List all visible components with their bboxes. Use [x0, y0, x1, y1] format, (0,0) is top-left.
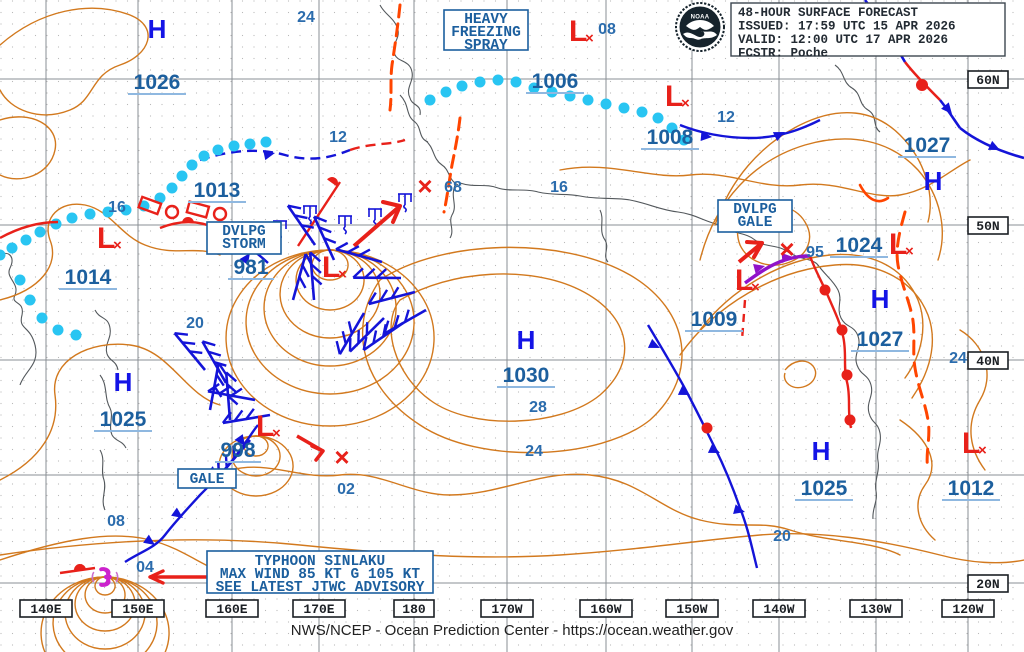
svg-text:1012: 1012 [948, 477, 995, 500]
svg-text:150W: 150W [676, 602, 707, 617]
svg-text:SPRAY: SPRAY [464, 38, 508, 54]
svg-text:02: 02 [337, 481, 355, 498]
svg-text:1006: 1006 [532, 70, 579, 93]
svg-text:140W: 140W [763, 602, 794, 617]
svg-text:68: 68 [444, 179, 462, 196]
svg-text:170W: 170W [491, 602, 522, 617]
svg-text:NOAA: NOAA [691, 15, 710, 21]
svg-text:95: 95 [806, 244, 824, 261]
svg-text:H: H [114, 367, 133, 397]
svg-text:160E: 160E [216, 602, 247, 617]
svg-text:1009: 1009 [691, 308, 738, 331]
svg-text:50N: 50N [976, 219, 999, 234]
svg-text:GALE: GALE [738, 215, 773, 231]
svg-text:20: 20 [773, 528, 791, 545]
svg-text:1027: 1027 [857, 328, 904, 351]
svg-text:16: 16 [550, 179, 568, 196]
svg-text:1027: 1027 [904, 134, 951, 157]
svg-text:1008: 1008 [647, 126, 694, 149]
svg-text:60N: 60N [976, 73, 999, 88]
svg-text:×: × [334, 442, 349, 472]
svg-text:160W: 160W [590, 602, 621, 617]
svg-text:1030: 1030 [503, 364, 550, 387]
svg-text:1014: 1014 [65, 266, 112, 289]
svg-text:48-HOUR SURFACE FORECAST: 48-HOUR SURFACE FORECAST [738, 6, 919, 20]
svg-text:H: H [517, 325, 536, 355]
svg-text:12: 12 [329, 129, 347, 146]
svg-text:GALE: GALE [190, 472, 225, 488]
svg-text:981: 981 [233, 256, 268, 279]
svg-text:04: 04 [136, 559, 154, 576]
svg-text:FCSTR: Poche: FCSTR: Poche [738, 47, 828, 61]
svg-text:STORM: STORM [222, 237, 266, 253]
svg-text:20N: 20N [976, 577, 999, 592]
svg-text:H: H [924, 166, 943, 196]
svg-text:12: 12 [717, 109, 735, 126]
svg-text:120W: 120W [952, 602, 983, 617]
svg-text:180: 180 [402, 602, 426, 617]
svg-text:24: 24 [297, 9, 315, 26]
svg-text:140E: 140E [30, 602, 61, 617]
svg-text:08: 08 [598, 21, 616, 38]
svg-text:×: × [417, 171, 432, 201]
svg-text:1013: 1013 [194, 179, 241, 202]
svg-text:998: 998 [220, 439, 255, 462]
svg-text:H: H [812, 436, 831, 466]
svg-text:1024: 1024 [836, 234, 883, 257]
svg-text:24: 24 [525, 443, 543, 460]
svg-text:1025: 1025 [100, 408, 147, 431]
svg-text:SEE LATEST JTWC ADVISORY: SEE LATEST JTWC ADVISORY [216, 580, 425, 596]
svg-text:1025: 1025 [801, 477, 848, 500]
svg-text:28: 28 [529, 399, 547, 416]
svg-text:1026: 1026 [134, 71, 181, 94]
svg-text:130W: 130W [860, 602, 891, 617]
svg-text:150E: 150E [122, 602, 153, 617]
svg-text:H: H [148, 14, 167, 44]
svg-text:40N: 40N [976, 354, 999, 369]
svg-text:170E: 170E [303, 602, 334, 617]
svg-text:VALID: 12:00 UTC 17 APR 2026: VALID: 12:00 UTC 17 APR 2026 [738, 33, 948, 47]
svg-text:ISSUED: 17:59 UTC 15 APR 2026: ISSUED: 17:59 UTC 15 APR 2026 [738, 20, 956, 34]
svg-text:×: × [779, 234, 794, 264]
svg-text:20: 20 [186, 315, 204, 332]
svg-text:08: 08 [107, 513, 125, 530]
svg-text:H: H [871, 284, 890, 314]
svg-text:24: 24 [949, 350, 967, 367]
svg-text:16: 16 [108, 199, 126, 216]
